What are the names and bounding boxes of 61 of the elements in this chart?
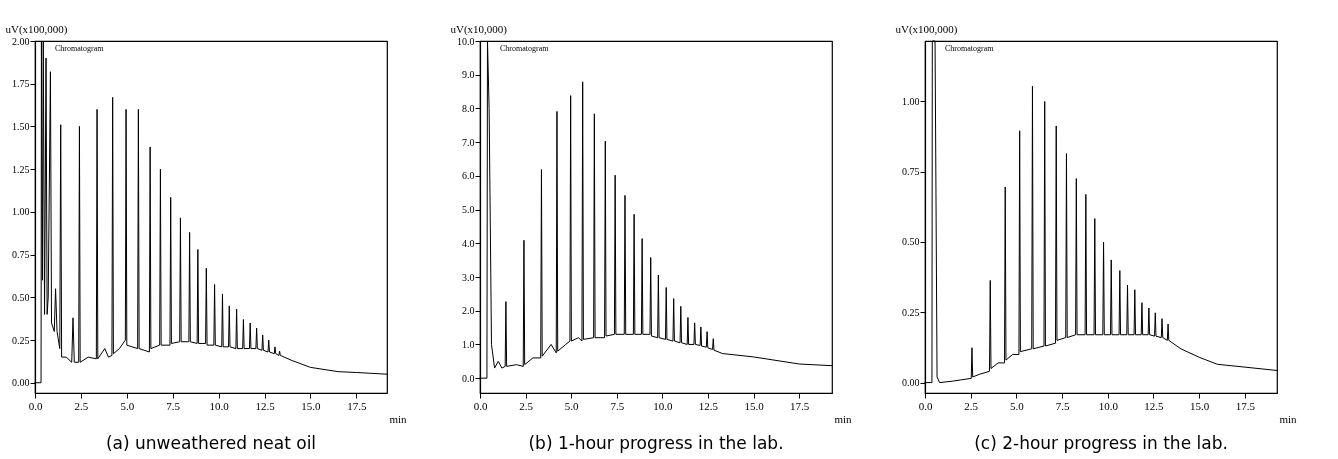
x-tick-label: 17.5 <box>347 399 367 412</box>
y-tick-label: 10.0 <box>457 35 475 47</box>
y-tick-label: 3.0 <box>462 271 475 283</box>
y-axis-title: uV(x100,000) <box>5 22 68 36</box>
y-tick-label: 9.0 <box>462 69 475 81</box>
annotation: Chromatogram <box>55 44 105 53</box>
text: (a) unweathered neat oil <box>105 433 317 453</box>
x-tick-label: 15.0 <box>301 399 322 412</box>
x-axis-title: min <box>389 412 408 425</box>
y-tick-label: 1.00 <box>902 95 920 107</box>
x-tick-label: 17.5 <box>1235 399 1256 412</box>
x-axis-title: min <box>1279 412 1298 425</box>
y-tick-label: 1.75 <box>12 78 30 90</box>
y-tick-label: 1.00 <box>12 206 30 218</box>
x-tick-label: 15.0 <box>744 399 765 412</box>
y-tick-label: 2.0 <box>462 305 475 317</box>
x-tick-label: 2.5 <box>519 399 534 412</box>
annotation: Chromatogram <box>945 44 995 53</box>
y-tick-label: 0.0 <box>462 372 475 384</box>
y-tick-label: 0.25 <box>902 306 920 318</box>
x-tick-label: 0.0 <box>918 399 933 412</box>
text: (c) 2-hour progress in the lab. <box>974 433 1228 453</box>
x-tick-label: 15.0 <box>1190 399 1210 412</box>
x-tick-label: 7.5 <box>166 399 181 412</box>
y-tick-label: 0.50 <box>902 236 920 248</box>
x-tick-label: 0.0 <box>473 399 488 412</box>
y-axis-title: uV(x10,000) <box>450 22 508 36</box>
x-tick-label: 12.5 <box>255 399 276 412</box>
annotation: Chromatogram <box>500 44 550 53</box>
x-tick-label: 12.5 <box>698 399 719 412</box>
y-axis-title: uV(x100,000) <box>895 22 958 36</box>
y-tick-label: 8.0 <box>462 102 475 114</box>
x-tick-label: 7.5 <box>610 399 625 412</box>
y-tick-label: 0.00 <box>12 377 30 389</box>
y-tick-label: 0.25 <box>12 334 30 346</box>
y-tick-label: 5.0 <box>462 204 475 216</box>
x-tick-label: 10.0 <box>653 399 674 412</box>
text: (b) 1-hour progress in the lab. <box>528 433 784 453</box>
y-tick-label: 6.0 <box>462 170 475 182</box>
x-tick-label: 5.0 <box>1010 399 1025 412</box>
y-tick-label: 1.50 <box>12 120 30 132</box>
x-tick-label: 7.5 <box>1055 399 1070 412</box>
x-tick-label: 10.0 <box>209 399 230 412</box>
y-tick-label: 0.75 <box>12 249 30 261</box>
x-tick-label: 10.0 <box>1098 399 1119 412</box>
y-tick-label: 1.0 <box>462 338 475 350</box>
y-tick-label: 0.00 <box>902 377 920 389</box>
y-tick-label: 7.0 <box>462 136 475 148</box>
x-tick-label: 0.0 <box>28 399 43 412</box>
x-tick-label: 2.5 <box>964 399 979 412</box>
x-axis-title: min <box>834 412 853 425</box>
x-tick-label: 17.5 <box>790 399 810 412</box>
x-tick-label: 2.5 <box>74 399 89 412</box>
y-tick-label: 2.00 <box>12 35 30 47</box>
y-tick-label: 0.50 <box>12 291 30 303</box>
y-tick-label: 4.0 <box>462 237 475 249</box>
y-tick-label: 1.25 <box>12 163 30 175</box>
x-tick-label: 5.0 <box>564 399 580 412</box>
y-tick-label: 0.75 <box>902 166 920 178</box>
x-tick-label: 5.0 <box>120 399 135 412</box>
x-tick-label: 12.5 <box>1144 399 1165 412</box>
